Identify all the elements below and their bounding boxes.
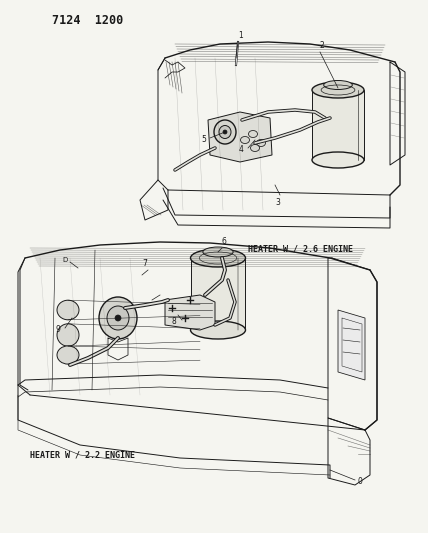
Text: 8: 8 <box>171 318 176 327</box>
Ellipse shape <box>57 346 79 364</box>
Ellipse shape <box>223 130 227 134</box>
Ellipse shape <box>241 136 250 143</box>
Text: 1: 1 <box>239 31 244 40</box>
Polygon shape <box>165 295 215 330</box>
Ellipse shape <box>180 318 190 326</box>
Ellipse shape <box>190 249 246 267</box>
Ellipse shape <box>170 314 180 322</box>
Polygon shape <box>312 90 364 160</box>
Polygon shape <box>191 258 245 330</box>
Text: 2: 2 <box>320 41 324 50</box>
Text: D: D <box>63 257 68 263</box>
Ellipse shape <box>312 152 364 168</box>
Ellipse shape <box>256 140 265 147</box>
Ellipse shape <box>324 80 352 90</box>
Ellipse shape <box>312 82 364 98</box>
Ellipse shape <box>115 315 121 321</box>
Ellipse shape <box>185 304 195 312</box>
Ellipse shape <box>203 247 233 257</box>
Ellipse shape <box>107 306 129 330</box>
Text: 9: 9 <box>55 326 60 335</box>
Text: HEATER W / 2.6 ENGINE: HEATER W / 2.6 ENGINE <box>248 245 353 254</box>
Text: 0: 0 <box>358 478 363 487</box>
Polygon shape <box>338 310 365 380</box>
Text: 6: 6 <box>222 237 226 246</box>
Text: 7: 7 <box>143 259 147 268</box>
Ellipse shape <box>249 131 258 138</box>
Ellipse shape <box>190 321 246 339</box>
Ellipse shape <box>192 312 202 320</box>
Ellipse shape <box>250 144 259 151</box>
Ellipse shape <box>99 297 137 339</box>
Ellipse shape <box>57 300 79 320</box>
Ellipse shape <box>219 125 231 139</box>
Text: 5: 5 <box>201 135 206 144</box>
Ellipse shape <box>175 308 185 316</box>
Text: 7124  1200: 7124 1200 <box>52 14 123 27</box>
Text: 4: 4 <box>239 146 244 155</box>
Text: 3: 3 <box>276 198 280 207</box>
Ellipse shape <box>57 324 79 346</box>
Ellipse shape <box>214 120 236 144</box>
Polygon shape <box>208 112 272 162</box>
Text: HEATER W / 2.2 ENGINE: HEATER W / 2.2 ENGINE <box>30 450 135 459</box>
